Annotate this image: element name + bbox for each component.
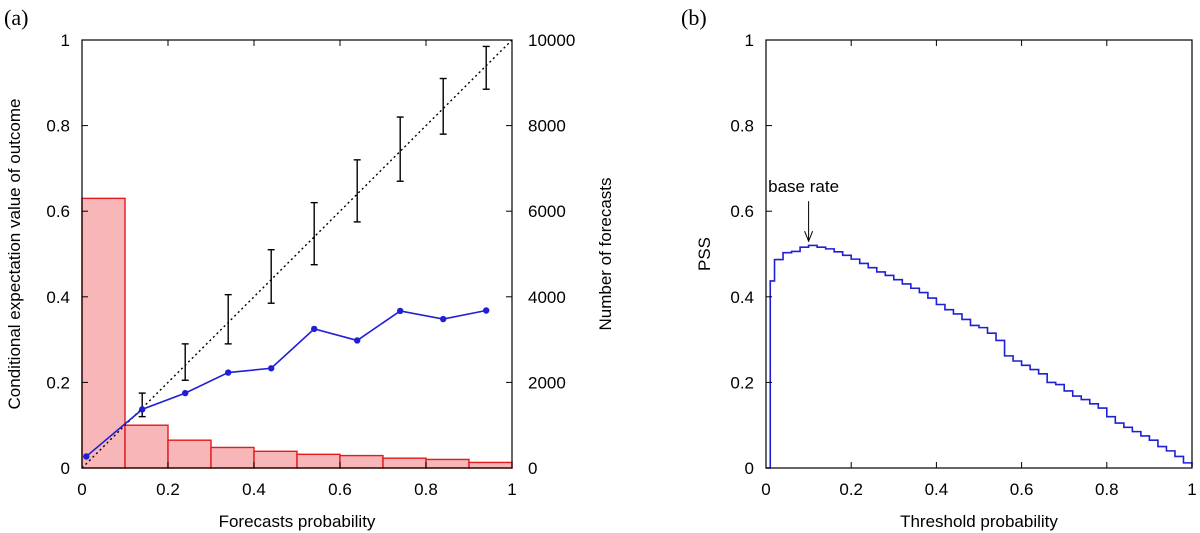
panel-b-label: (b) — [681, 5, 707, 30]
error-bar — [267, 249, 275, 304]
y-tick-label: 8000 — [528, 117, 566, 136]
base-rate-arrowhead — [804, 230, 814, 243]
panel-b-x-ticks: 0 0.2 0.4 0.6 0.8 1 — [761, 40, 1197, 499]
error-bar — [396, 116, 404, 182]
series-point — [225, 369, 232, 376]
y-tick-label: 1 — [61, 31, 70, 50]
panel-b-y-ticks: 0 0.2 0.4 0.6 0.8 1 — [730, 31, 772, 478]
panel-a-x-axis-title: Forecasts probability — [219, 512, 376, 531]
y-tick-label: 10000 — [528, 31, 575, 50]
x-tick-label: 0.6 — [1010, 480, 1034, 499]
error-bar — [181, 343, 189, 381]
y-tick-label: 0.4 — [730, 288, 754, 307]
y-tick-label: 0.2 — [46, 373, 70, 392]
panel-a-right-y-axis-title: Number of forecasts — [596, 177, 615, 330]
x-tick-label: 0.2 — [839, 480, 863, 499]
panel-b-frame — [765, 39, 1193, 469]
histogram-bar — [167, 439, 212, 469]
series-point — [139, 406, 146, 413]
series-point — [268, 365, 275, 372]
panel-a-frame — [81, 39, 513, 469]
histogram-bar — [81, 197, 126, 469]
panel-a-y-ticks: 0 0.2 0.4 0.6 0.8 1 — [46, 31, 88, 478]
y-tick-label: 0.2 — [730, 373, 754, 392]
error-bar — [439, 77, 447, 135]
series-point — [311, 325, 318, 333]
x-tick-label: 0.8 — [1095, 480, 1119, 499]
panel-b-y-axis-title: PSS — [695, 237, 714, 271]
error-bar — [138, 392, 146, 418]
error-bars — [138, 45, 490, 418]
diagonal-reference-line — [81, 39, 513, 469]
y-tick-label: 1 — [745, 31, 754, 50]
panel-b-x-axis-title: Threshold probability — [900, 512, 1058, 531]
y-tick-label: 0 — [61, 459, 70, 478]
x-tick-label: 0.8 — [414, 480, 438, 499]
panel-a-x-ticks: 0 0.2 0.4 0.6 0.8 1 — [77, 40, 517, 499]
panel-a-y-axis-title: Conditional expectation value of outcome — [5, 99, 24, 410]
x-tick-label: 0.2 — [156, 480, 180, 499]
histogram-bar — [296, 453, 341, 469]
panel-a-label: (a) — [4, 5, 28, 30]
series-point — [182, 389, 189, 397]
y-tick-label: 0.8 — [730, 117, 754, 136]
y-tick-label: 0.8 — [46, 117, 70, 136]
y-tick-label: 0 — [745, 459, 754, 478]
histogram-bar — [339, 454, 384, 469]
series-point — [397, 307, 404, 315]
series-point — [483, 307, 490, 314]
y-tick-label: 0.6 — [730, 202, 754, 221]
error-bar — [482, 45, 490, 90]
x-tick-label: 0.4 — [925, 480, 949, 499]
histogram-bars — [81, 197, 513, 469]
x-tick-label: 0.4 — [242, 480, 266, 499]
y-tick-label: 0 — [528, 459, 537, 478]
series-point — [354, 337, 361, 344]
y-tick-label: 0.4 — [46, 288, 70, 307]
series-line — [85, 309, 487, 458]
histogram-bar — [253, 450, 298, 469]
histogram-bar — [124, 424, 169, 469]
x-tick-label: 1 — [1187, 480, 1196, 499]
x-tick-label: 0 — [77, 480, 86, 499]
panel-b: (b) 0 0.2 0.4 0.6 0.8 1 0 0.2 0.4 0.6 0.8 1 base r… — [681, 5, 1197, 531]
error-bar — [224, 293, 232, 345]
x-tick-label: 0.6 — [328, 480, 352, 499]
panel-a-right-y-ticks: 0 2000 4000 6000 8000 10000 — [506, 31, 575, 478]
histogram-bar — [468, 461, 513, 469]
histogram-bar — [210, 446, 255, 469]
error-bar — [353, 159, 361, 223]
series-point — [440, 315, 447, 323]
histogram-bar — [382, 457, 427, 469]
x-tick-label: 1 — [507, 480, 516, 499]
y-tick-label: 2000 — [528, 373, 566, 392]
y-tick-label: 4000 — [528, 288, 566, 307]
histogram-bar — [425, 458, 470, 469]
pss-step-line — [766, 244, 1193, 469]
base-rate-annotation: base rate — [768, 177, 839, 196]
x-tick-label: 0 — [761, 480, 770, 499]
observed-frequency-series — [83, 307, 490, 460]
y-tick-label: 6000 — [528, 202, 566, 221]
series-point — [83, 453, 90, 460]
panel-a: (a) 0 0.2 0.4 0.6 0.8 1 0 0.2 0.4 0.6 0.8 1 0 2000 4… — [4, 5, 615, 531]
y-tick-label: 0.6 — [46, 202, 70, 221]
error-bar — [310, 201, 318, 266]
